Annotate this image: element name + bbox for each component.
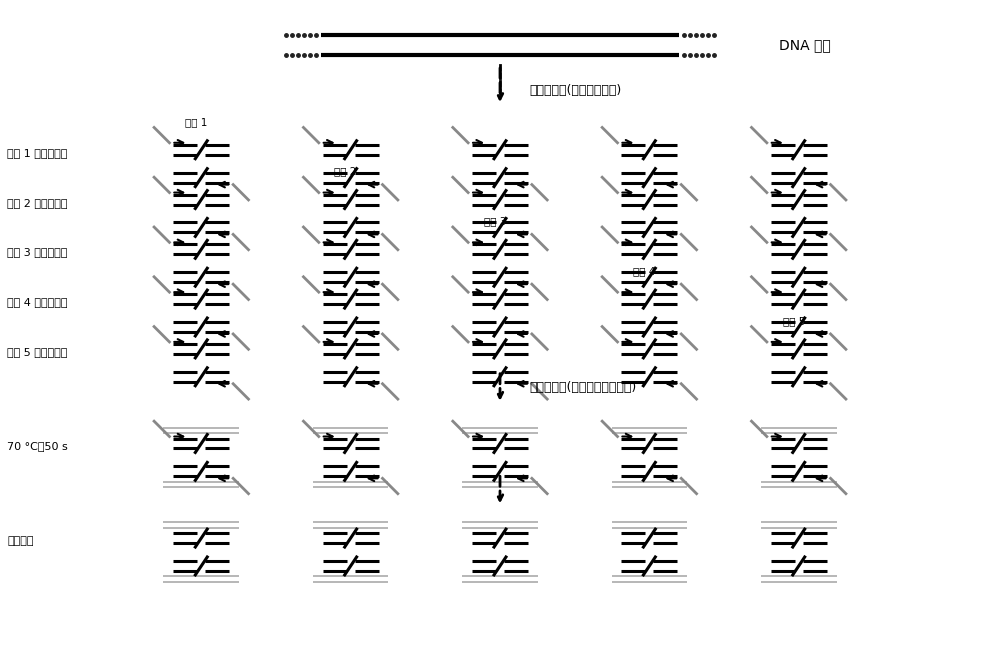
Text: 第一段循环(逐一退火循环): 第一段循环(逐一退火循环)	[530, 84, 622, 97]
Text: 目标片段: 目标片段	[7, 536, 34, 546]
Text: 第二段循环(合并退火延伸过程): 第二段循环(合并退火延伸过程)	[530, 381, 637, 394]
Text: 引物 5 的退火温度: 引物 5 的退火温度	[7, 347, 67, 357]
Text: 引物 3 的退火温度: 引物 3 的退火温度	[7, 247, 67, 257]
Text: 引物 3: 引物 3	[484, 216, 506, 227]
Text: 引物 2: 引物 2	[334, 167, 357, 177]
Text: 引物 1 的退火温度: 引物 1 的退火温度	[7, 148, 67, 158]
Text: 引物 4 的退火温度: 引物 4 的退火温度	[7, 297, 68, 307]
Text: 引物 4: 引物 4	[633, 266, 656, 276]
Text: 引物 5: 引物 5	[783, 316, 805, 326]
Text: DNA 模板: DNA 模板	[779, 38, 831, 52]
Text: 70 °C，50 s: 70 °C，50 s	[7, 441, 68, 452]
Text: 引物 1: 引物 1	[185, 117, 207, 127]
Text: 引物 2 的退火温度: 引物 2 的退火温度	[7, 197, 68, 208]
